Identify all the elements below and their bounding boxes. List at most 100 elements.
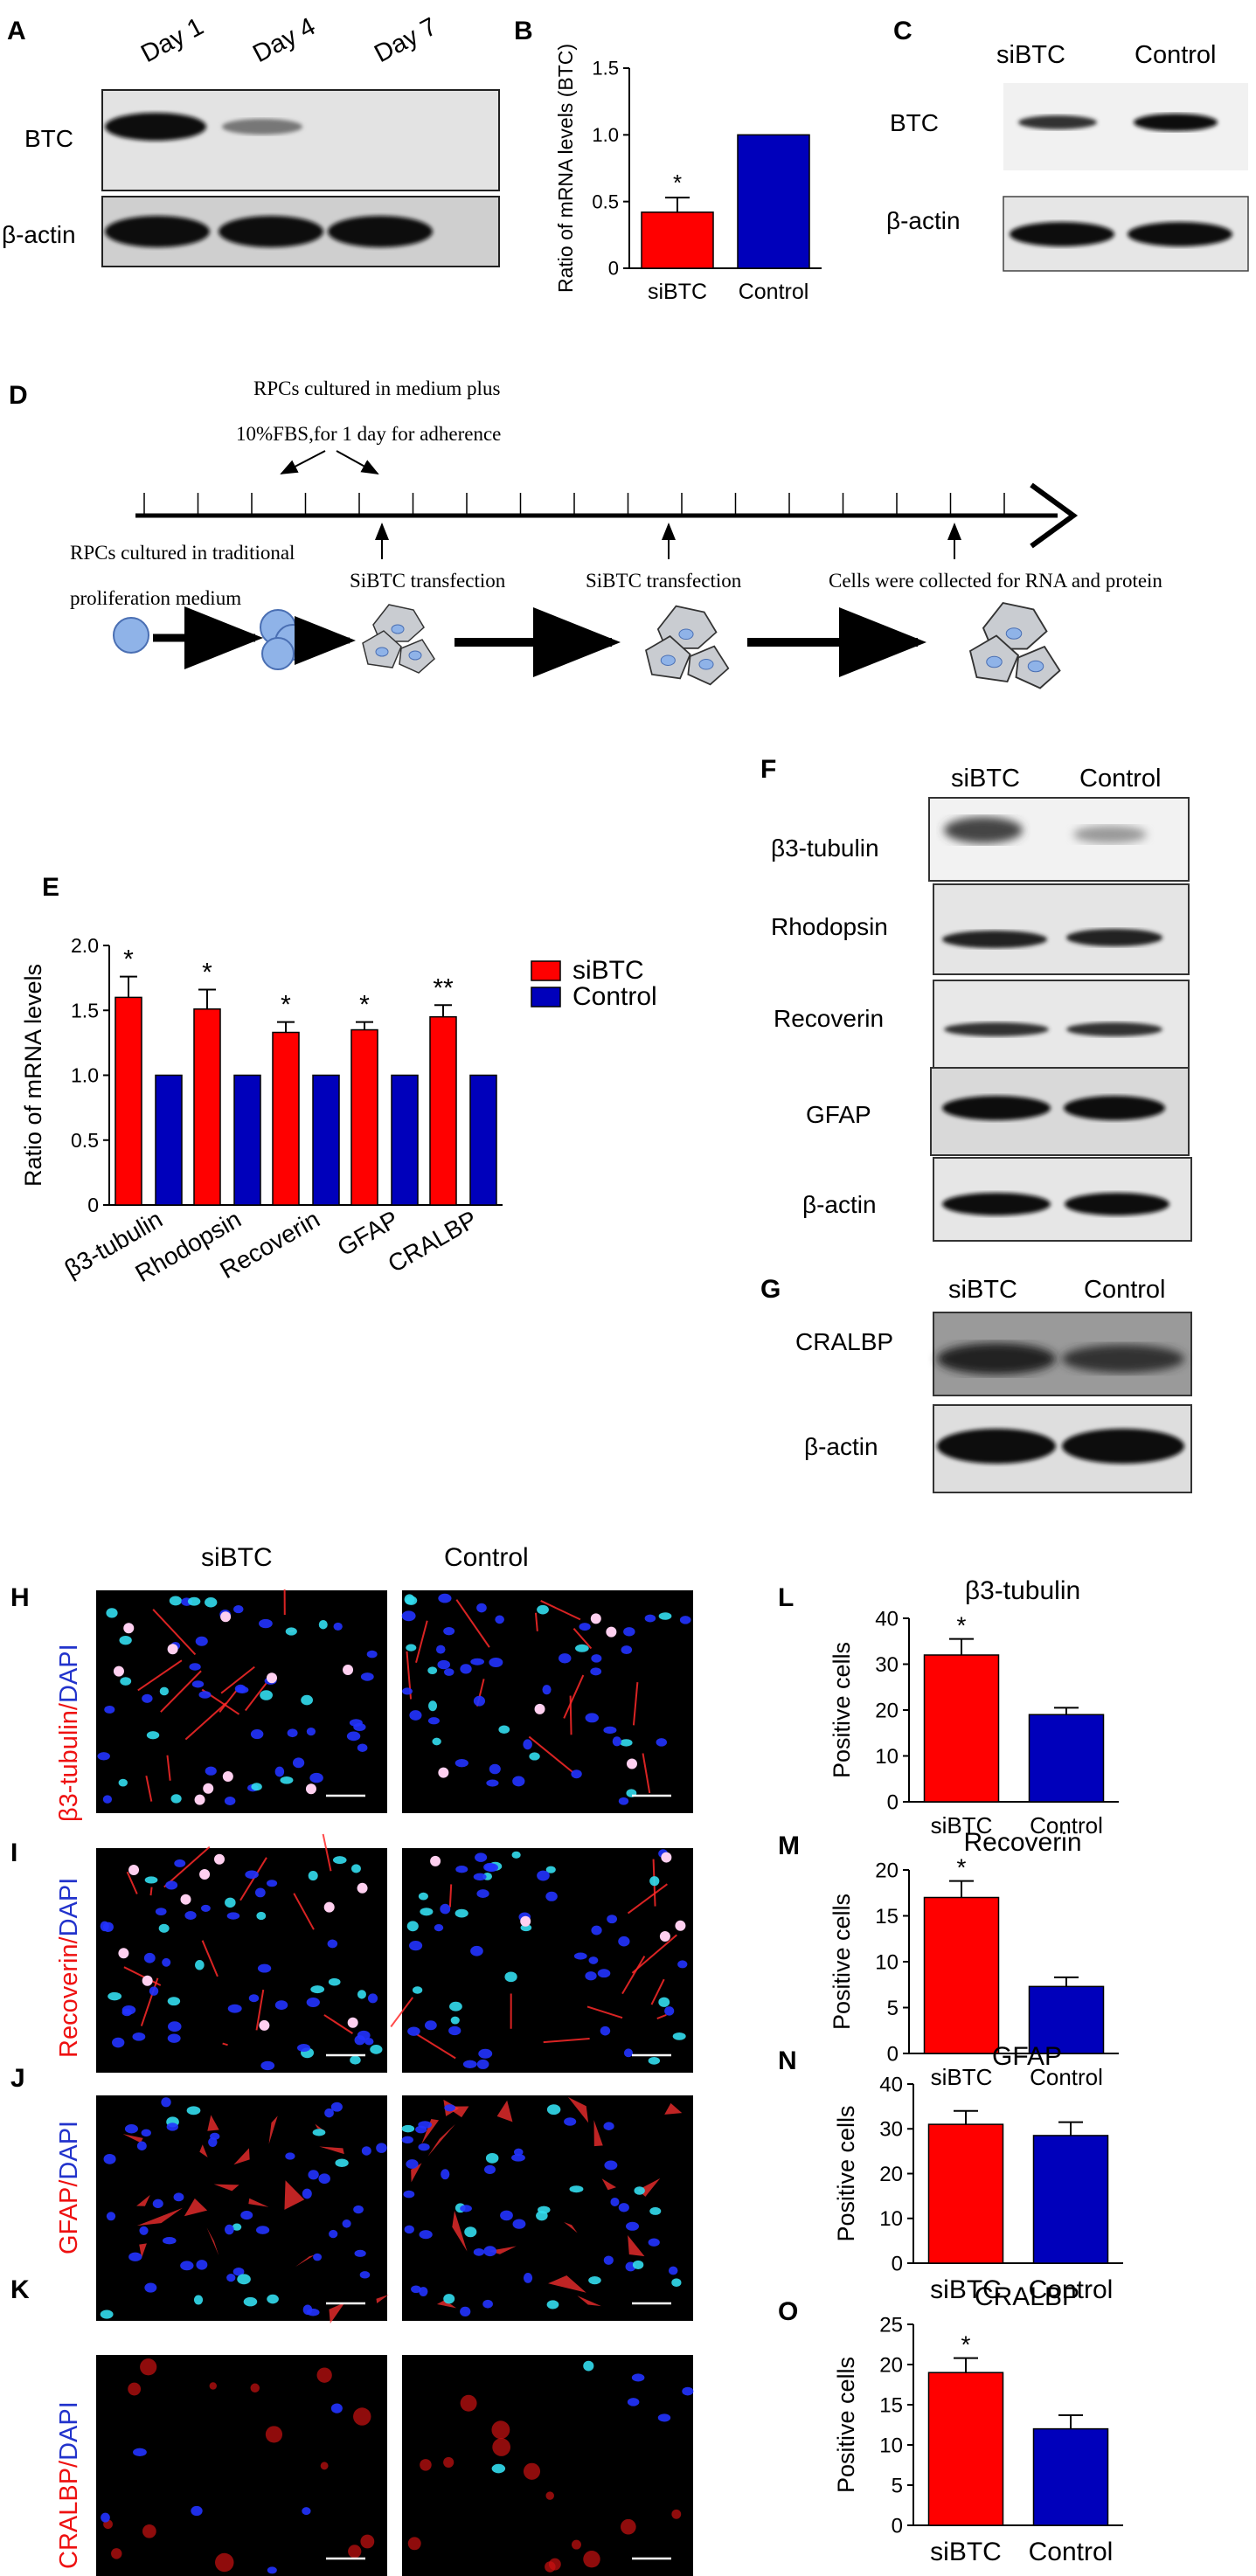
micro-marker-name: GFAP [55,2187,83,2254]
blot-band [1128,222,1232,246]
nucleus [664,2006,675,2016]
micro-dapi-name: DAPI [55,1878,83,1937]
nucleus [537,1870,550,1881]
panel-letter-c: C [893,17,913,45]
nucleus [162,2236,177,2245]
nucleus [473,1873,487,1881]
panel-letter-j: J [10,2064,25,2093]
stained-cytoplasm [122,2134,143,2143]
bracket-arrow-left [280,450,326,474]
nucleus [427,1666,438,1674]
lane-label-control: Control [1135,41,1217,69]
positive-cell [167,1644,178,1655]
panel-d-timeline: RPCs cultured in medium plus 10%FBS,for … [70,377,1162,689]
stained-process [239,1857,267,1901]
y-tick-label: 10 [875,1745,899,1769]
nucleus [108,1991,122,2001]
stained-cytoplasm [545,2491,554,2500]
nucleus [102,1795,113,1804]
stained-cytoplasm [111,2548,122,2559]
bar [391,1074,419,1206]
chart-o-cralbp: 0 5 10 15 20 25 Positive cells CRALBP* siBTC Cont… [833,2282,1123,2566]
nucleus [575,1644,589,1652]
nucleus [274,1766,285,1777]
stained-process [166,1755,171,1781]
y-tick-label: 1.0 [592,124,619,146]
microscopy-grid: siBTC Control β3-tubulin/DAPI Recoverin/… [55,1543,694,2576]
nucleus [455,1865,468,1873]
stained-cytoplasm [564,2222,578,2233]
nucleus [545,1891,558,1901]
stained-cytoplasm [436,2300,457,2309]
stained-process [123,1966,162,1986]
nucleus [607,1915,618,1924]
nucleus [312,2129,326,2136]
nucleus [346,1731,361,1742]
nucleus [418,2143,430,2151]
stained-process [163,1845,211,1888]
stained-cytoplasm [628,2234,645,2257]
nucleus [119,1635,132,1645]
positive-cell [438,1767,449,1778]
blot-row-label-cralbp: CRALBP [795,1328,893,1355]
stained-cytoplasm [593,2120,603,2147]
positive-cell [199,1869,211,1880]
stained-cytoplasm [128,2382,142,2396]
stained-process [586,2005,623,2019]
nucleus [489,1763,501,1775]
bar [429,1015,457,1206]
nucleus [342,2219,351,2228]
lane-label-control: Control [1084,1276,1166,1304]
y-tick-label: 0 [887,2042,899,2066]
nucleus [542,1685,552,1695]
bar [923,1896,1000,2054]
micro-separator: / [55,1702,83,1710]
nucleus [476,1603,487,1613]
nucleus [210,2132,220,2141]
panel-a-western-blot: Day 1 Day 4 Day 7 BTC β-actin [2,12,500,267]
rpc-cell-icon [113,617,149,654]
nucleus [500,2210,513,2221]
nucleus [448,2025,461,2036]
bar [1028,1985,1105,2054]
nucleus [631,2373,645,2382]
nucleus [618,2203,629,2212]
nucleus [361,2146,371,2156]
nucleus [484,2164,496,2175]
nucleus [538,2206,551,2214]
nucleus [537,1604,549,1615]
panel-letter-o: O [778,2297,798,2326]
timeline-ticks [143,493,1005,516]
blot-band [219,216,323,247]
nucleus [476,1889,489,1898]
nucleus [259,1618,273,1629]
stained-cytoplasm [664,2102,683,2115]
nucleus [464,2226,477,2238]
positive-cell [659,1931,670,1942]
stained-cytoplasm [184,2198,208,2217]
nucleus [297,2044,311,2053]
y-tick-label: 1.5 [592,58,619,80]
stained-cytoplasm [548,2558,561,2571]
nucleus [191,2505,203,2517]
nucleus [195,1960,205,1970]
y-tick-label: 1.5 [71,999,99,1021]
blot-band [944,817,1023,843]
cell-nucleus [660,654,676,666]
category-label: siBTC [930,2538,1002,2566]
nucleus [408,1941,423,1951]
category-label: Control [1030,1812,1103,1839]
nucleus [658,1997,670,2007]
y-tick-label: 15 [875,1905,899,1929]
nucleus [585,1713,599,1723]
event-label-3: Cells were collected for RNA and protein [829,570,1162,592]
event-label-1: SiBTC transfection [350,570,506,592]
nucleus [166,2122,178,2131]
y-axis-label: Positive cells [829,1894,855,2030]
bar [193,1008,221,1206]
micro-marker-name: Recoverin [55,1943,83,2058]
y-tick-label: 10 [875,1950,899,1974]
nucleus [546,2300,559,2309]
panel-letter-g: G [760,1275,781,1304]
lane-label-control: Control [1079,765,1162,793]
